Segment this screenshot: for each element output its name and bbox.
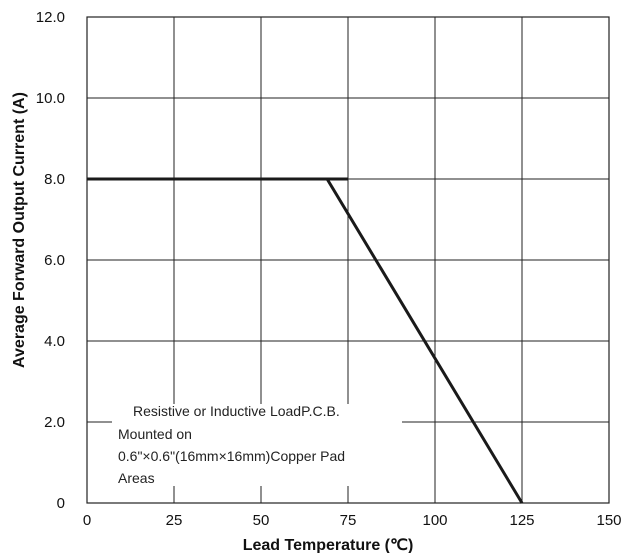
annotation-line-1: Resistive or Inductive LoadP.C.B. [133,403,340,419]
x-tick-labels: 0 25 50 75 100 125 150 [83,512,622,529]
y-tick-labels: 0 2.0 4.0 6.0 8.0 10.0 12.0 [36,9,65,512]
x-tick-label: 125 [509,512,534,529]
y-tick-label: 8.0 [44,171,65,188]
annotation-line-4: Areas [118,470,155,486]
y-tick-label: 10.0 [36,90,65,107]
x-tick-label: 75 [340,512,357,529]
annotation-line-3: 0.6"×0.6"(16mm×16mm)Copper Pad [118,448,345,464]
y-tick-label: 2.0 [44,414,65,431]
x-tick-label: 0 [83,512,91,529]
x-tick-label: 150 [596,512,621,529]
y-tick-label: 4.0 [44,333,65,350]
x-tick-label: 50 [253,512,270,529]
x-tick-label: 100 [422,512,447,529]
annotation-line-2: Mounted on [118,426,192,442]
x-tick-label: 25 [166,512,183,529]
y-tick-label: 0 [57,495,65,512]
y-axis-label: Average Forward Output Current (A) [11,92,28,368]
y-tick-label: 6.0 [44,252,65,269]
x-axis-label: Lead Temperature (℃) [243,537,414,553]
y-tick-label: 12.0 [36,9,65,26]
